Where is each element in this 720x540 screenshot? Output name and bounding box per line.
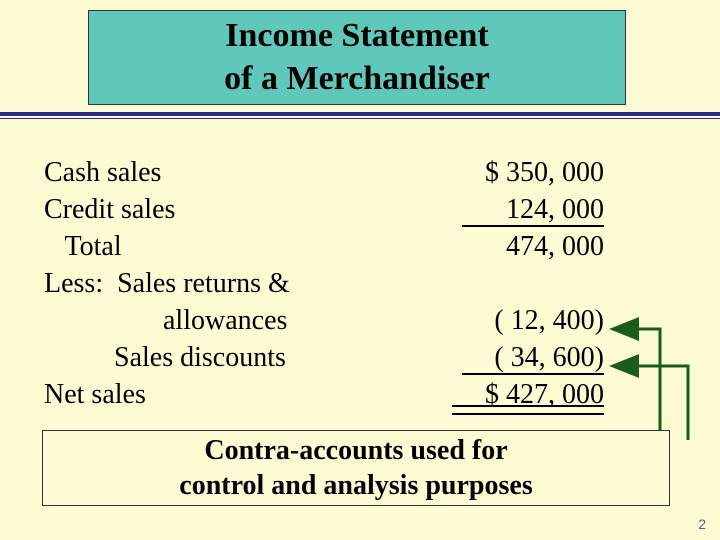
row-value: $ 427, 000: [434, 377, 604, 413]
horizontal-rule-thick: [0, 112, 720, 116]
footer-line-1: Contra-accounts used for: [204, 433, 507, 468]
row-label: Sales discounts: [44, 340, 434, 376]
table-row: allowances ( 12, 400): [44, 303, 604, 340]
row-label: Total: [44, 229, 434, 265]
row-label: Cash sales: [44, 155, 434, 191]
table-row: Net sales $ 427, 000: [44, 377, 604, 414]
row-value: 124, 000: [434, 192, 604, 228]
row-label: allowances: [44, 303, 434, 339]
table-row: Cash sales $ 350, 000: [44, 155, 604, 192]
title-box: Income Statement of a Merchandiser: [88, 10, 626, 105]
table-row: Total 474, 000: [44, 229, 604, 266]
footer-line-2: control and analysis purposes: [179, 468, 532, 503]
table-row: Sales discounts ( 34, 600): [44, 340, 604, 377]
row-label: Less: Sales returns &: [44, 266, 434, 302]
row-label: Credit sales: [44, 192, 434, 228]
horizontal-rule-thin: [0, 118, 720, 119]
row-value: 474, 000: [434, 229, 604, 265]
page-number: 2: [698, 516, 706, 532]
income-statement-body: Cash sales $ 350, 000 Credit sales 124, …: [44, 155, 604, 414]
table-row: Less: Sales returns &: [44, 266, 604, 303]
row-value: ( 12, 400): [434, 303, 604, 339]
title-line-2: of a Merchandiser: [224, 58, 490, 101]
title-line-1: Income Statement: [225, 15, 488, 58]
footer-note-box: Contra-accounts used for control and ana…: [42, 430, 670, 506]
table-row: Credit sales 124, 000: [44, 192, 604, 229]
row-value: $ 350, 000: [434, 155, 604, 191]
row-value: ( 34, 600): [434, 340, 604, 376]
row-label: Net sales: [44, 377, 434, 413]
